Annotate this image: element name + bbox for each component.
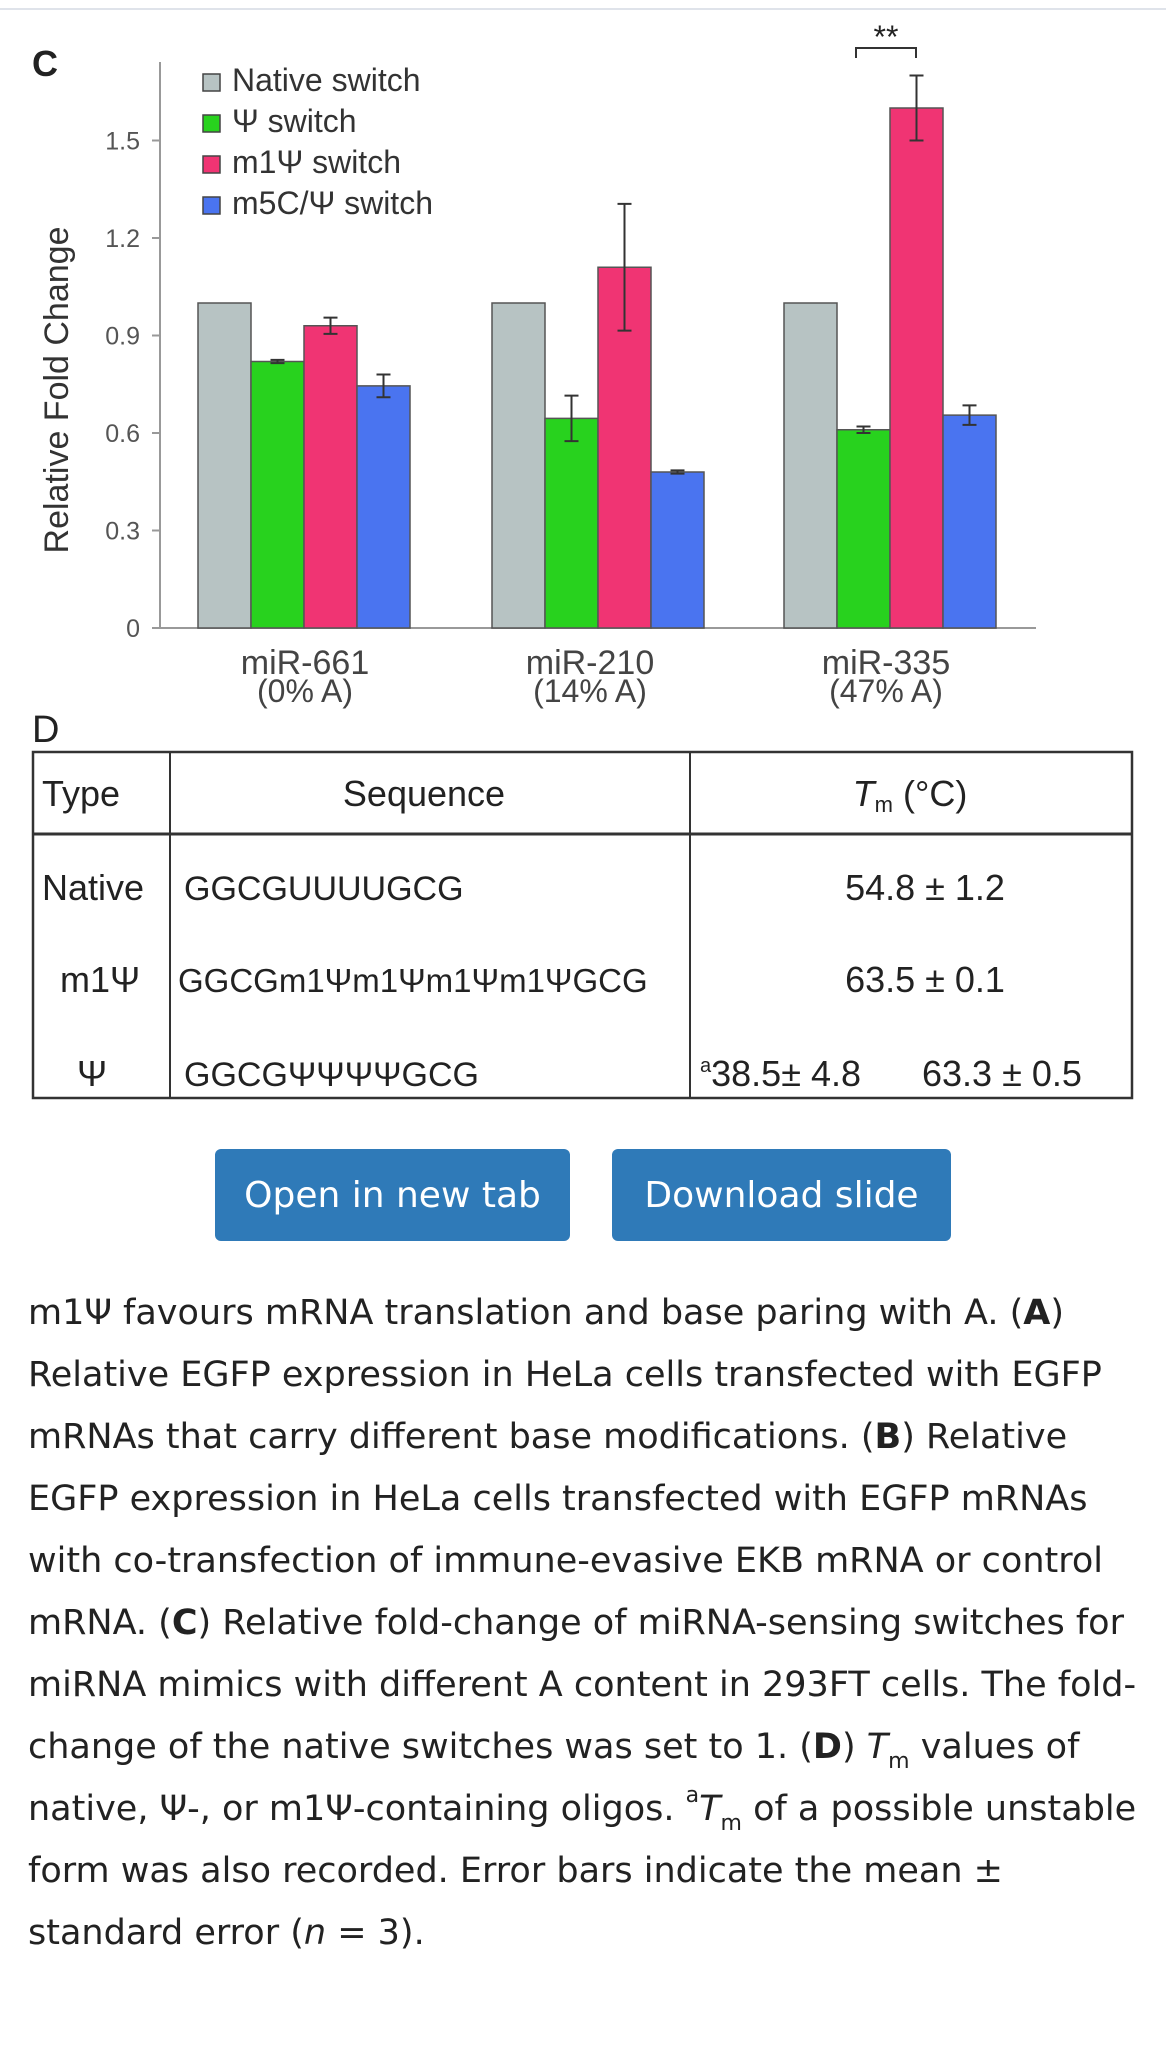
legend-swatch (202, 114, 221, 133)
bar (303, 325, 358, 629)
bars (197, 107, 997, 629)
table-row-m1psi-type: m1Ψ (60, 959, 140, 1000)
bar (491, 302, 546, 629)
table-row-m1psi-tm: 63.5 ± 0.1 (845, 959, 1005, 1000)
error-bar (564, 394, 579, 443)
figure-image: C D Relative Fold Change 0 0.3 0.6 0.9 1.2 1.… (31, 19, 1134, 1100)
y-tick-label: 0.9 (105, 323, 140, 351)
legend-label: Native switch (232, 62, 421, 98)
bar (836, 429, 891, 629)
significance-bracket (855, 47, 917, 58)
bar (356, 385, 411, 629)
bar (942, 414, 997, 629)
x-tick-sublabel: (47% A) (829, 673, 943, 709)
x-tick-sublabel: (0% A) (257, 673, 353, 709)
panel-d-label: D (32, 709, 59, 751)
error-bar (670, 469, 685, 475)
x-tick-sublabel: (14% A) (533, 673, 647, 709)
bar (197, 302, 252, 629)
open-in-new-tab-button[interactable]: Open in new tab (215, 1149, 570, 1241)
table-row-m1psi-sequence: GGCGm1Ψm1Ψm1Ψm1ΨGCG (178, 962, 648, 999)
bar (250, 360, 305, 629)
y-tick-label: 0.3 (105, 518, 140, 546)
y-axis-label: Relative Fold Change (38, 227, 76, 554)
legend-swatch (202, 155, 221, 174)
error-bar (856, 425, 871, 434)
figure-caption: m1Ψ favours mRNA translation and base pa… (28, 1293, 1137, 1953)
panel-c-label: C (32, 43, 58, 84)
error-bar (323, 316, 338, 335)
error-bars (270, 74, 977, 475)
x-tick-labels: miR-661(0% A) miR-210(14% A) miR-335(47% A… (241, 644, 950, 709)
y-ticks: 0 0.3 0.6 0.9 1.2 1.5 (105, 128, 160, 643)
x-tick-label: miR-661 (241, 644, 369, 682)
table-row-psi-sequence: GGCGΨΨΨΨGCG (184, 1056, 479, 1094)
table-row-psi-tm: a38.5± 4.8 (700, 1053, 861, 1094)
error-bar (270, 358, 285, 365)
significance-label: ** (874, 19, 899, 55)
legend-label: Ψ switch (232, 103, 357, 139)
legend-label: m5C/Ψ switch (232, 185, 433, 221)
y-tick-label: 1.5 (105, 128, 140, 156)
table-row-psi-type: Ψ (77, 1053, 107, 1094)
y-tick-label: 0 (126, 615, 140, 643)
tm-table: Type Sequence Tm (°C) Native GGCGUUUUGCG… (31, 750, 1134, 1100)
legend-label: m1Ψ switch (232, 144, 401, 180)
y-tick-label: 1.2 (105, 225, 140, 253)
table-row-native-sequence: GGCGUUUUGCG (184, 870, 464, 908)
error-bar (617, 202, 632, 332)
legend: Native switch Ψ switch m1Ψ switch m5C/Ψ swi… (202, 62, 433, 221)
y-tick-label: 0.6 (105, 420, 140, 448)
table-header-sequence: Sequence (343, 773, 505, 814)
legend-swatch (202, 196, 221, 215)
legend-swatch (202, 73, 221, 92)
bar (889, 107, 944, 629)
error-bar (962, 404, 977, 426)
table-header-type: Type (42, 773, 120, 814)
error-bar (909, 74, 924, 142)
table-row-psi-tm-second: 63.3 ± 0.5 (922, 1053, 1082, 1094)
download-slide-button[interactable]: Download slide (612, 1149, 951, 1241)
x-tick-label: miR-335 (822, 644, 950, 682)
table-row-native-tm: 54.8 ± 1.2 (845, 867, 1005, 908)
error-bar (376, 373, 391, 399)
table-row-native-type: Native (42, 867, 144, 908)
top-divider (0, 0, 1166, 10)
x-tick-label: miR-210 (526, 644, 654, 682)
table-header-tm: Tm (°C) (853, 773, 968, 817)
bar (650, 471, 705, 629)
bar (783, 302, 838, 629)
bar (544, 417, 599, 629)
